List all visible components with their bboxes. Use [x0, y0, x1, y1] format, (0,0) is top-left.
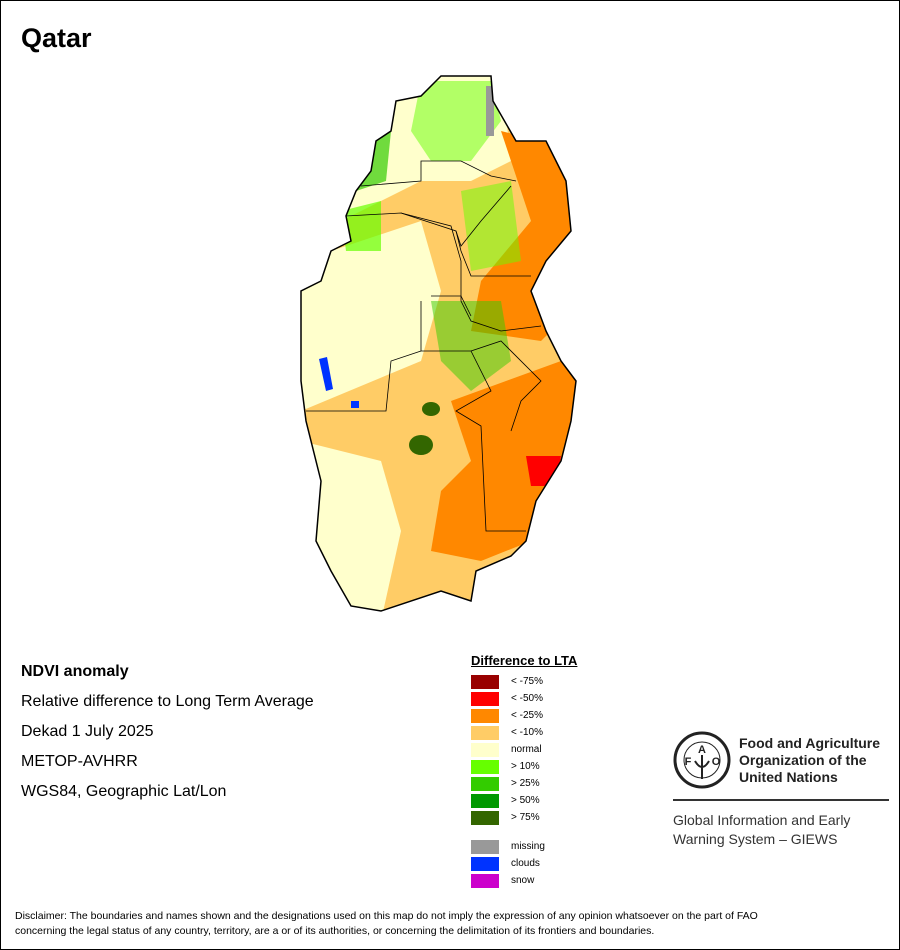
legend: Difference to LTA < -75% < -50% < -25% < -1…: [471, 653, 577, 889]
legend-swatch: [471, 856, 499, 871]
legend-swatch: [471, 759, 499, 774]
legend-swatch: [471, 776, 499, 791]
legend-label: > 25%: [511, 778, 540, 789]
map-info-line: Relative difference to Long Term Average: [21, 693, 314, 710]
svg-text:F: F: [685, 756, 692, 768]
legend-label: < -50%: [511, 693, 543, 704]
legend-swatch: [471, 742, 499, 757]
clouds-patch: [351, 401, 359, 408]
fao-giews-logo: A F O Food and Agriculture Organization …: [673, 731, 889, 849]
legend-item: > 50%: [471, 792, 577, 809]
legend-item: > 75%: [471, 809, 577, 826]
legend-label: missing: [511, 841, 545, 852]
anomaly-above-25-center: [431, 301, 511, 391]
giews-name-line: Warning System – GIEWS: [673, 831, 838, 847]
map-title: Qatar: [21, 23, 92, 53]
legend-swatch: [471, 691, 499, 706]
legend-swatch: [471, 708, 499, 723]
fao-name-line: Food and Agriculture: [739, 734, 881, 751]
legend-label: normal: [511, 744, 542, 755]
ndvi-anomaly-map: [300, 75, 577, 612]
legend-item: > 25%: [471, 775, 577, 792]
legend-swatch: [471, 793, 499, 808]
anomaly-above-75-patch: [422, 402, 440, 416]
legend-swatch: [471, 725, 499, 740]
legend-label: clouds: [511, 858, 540, 869]
anomaly-above-10-center: [461, 181, 521, 271]
map-info-date: Dekad 1 July 2025: [21, 723, 154, 740]
legend-label: < -10%: [511, 727, 543, 738]
legend-label: snow: [511, 875, 535, 886]
divider: [673, 799, 889, 801]
legend-item: < -75%: [471, 673, 577, 690]
anomaly-below-50: [526, 456, 561, 486]
qatar-land: [301, 76, 576, 611]
legend-label: > 50%: [511, 795, 540, 806]
anomaly-above-75-patch: [409, 435, 433, 455]
disclaimer: Disclaimer: The boundaries and names sho…: [15, 909, 885, 939]
giews-name-line: Global Information and Early: [673, 812, 851, 828]
clouds-patch: [319, 357, 333, 391]
legend-item: normal: [471, 741, 577, 758]
legend-item: clouds: [471, 855, 577, 872]
legend-label: < -25%: [511, 710, 543, 721]
legend-label: > 10%: [511, 761, 540, 772]
legend-item: snow: [471, 872, 577, 889]
svg-text:O: O: [712, 756, 721, 768]
map-info-projection: WGS84, Geographic Lat/Lon: [21, 783, 227, 800]
legend-item: < -10%: [471, 724, 577, 741]
legend-title: Difference to LTA: [471, 653, 578, 668]
admin-boundaries: [306, 160, 542, 532]
map-product-heading: NDVI anomaly: [21, 663, 129, 680]
country-outline: [300, 75, 577, 612]
map-info-sensor: METOP-AVHRR: [21, 753, 138, 770]
legend-item: < -50%: [471, 690, 577, 707]
disclaimer-line: concerning the legal status of any count…: [15, 925, 655, 937]
legend-item: < -25%: [471, 707, 577, 724]
legend-swatch: [471, 674, 499, 689]
anomaly-above-10-north: [411, 81, 501, 161]
anomaly-normal-west: [301, 221, 441, 411]
fao-emblem-icon: A F O: [673, 731, 731, 789]
svg-text:A: A: [698, 744, 706, 756]
missing-strip: [486, 86, 494, 136]
legend-label: < -75%: [511, 676, 543, 687]
legend-swatch: [471, 810, 499, 825]
legend-item: > 10%: [471, 758, 577, 775]
legend-swatch: [471, 839, 499, 854]
legend-label: > 75%: [511, 812, 540, 823]
map-info: NDVI anomaly Relative difference to Long…: [21, 657, 314, 807]
legend-swatch: [471, 873, 499, 888]
fao-name-line: Organization of the: [739, 751, 867, 768]
legend-item: missing: [471, 838, 577, 855]
fao-name-line: United Nations: [739, 768, 838, 785]
disclaimer-line: Disclaimer: The boundaries and names sho…: [15, 910, 758, 922]
